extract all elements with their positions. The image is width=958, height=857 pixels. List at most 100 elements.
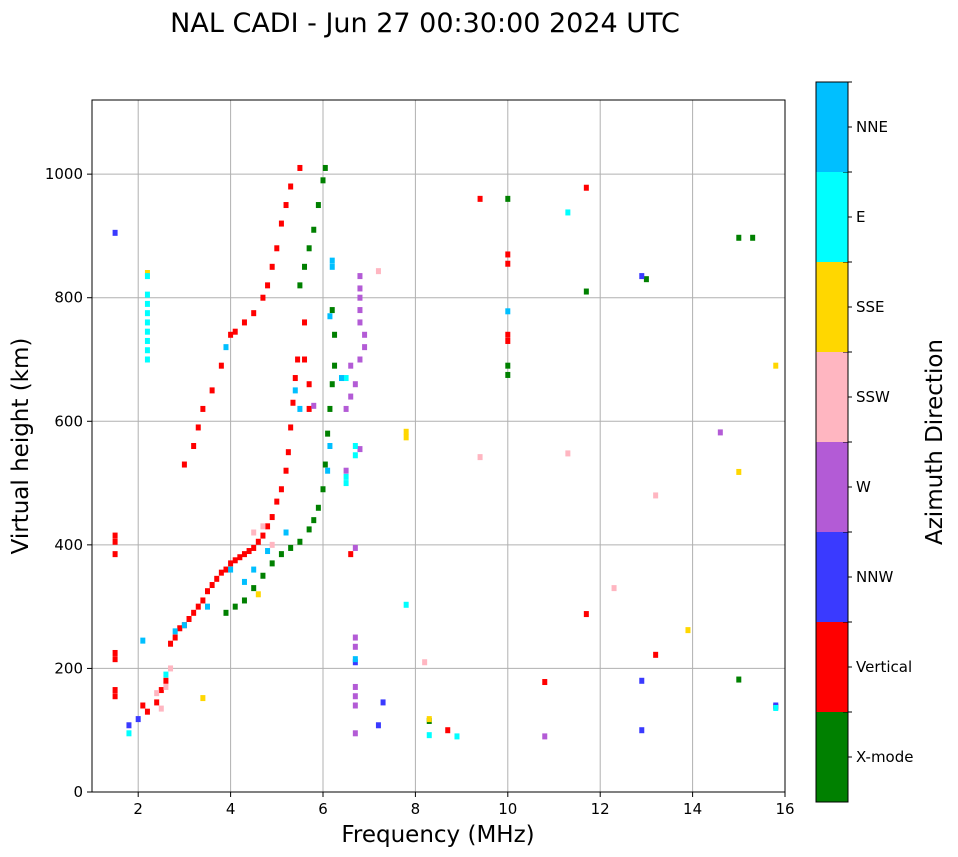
data-point-nnw xyxy=(375,722,381,729)
x-tick-label: 14 xyxy=(683,800,702,818)
data-point-x-mode xyxy=(325,430,331,437)
data-point-x-mode xyxy=(302,263,308,270)
colorbar-tick-label: X-mode xyxy=(856,748,913,766)
data-point-vertical xyxy=(292,375,298,382)
data-point-e xyxy=(144,291,150,298)
data-point-vertical xyxy=(158,687,164,694)
data-point-vertical xyxy=(505,251,511,258)
data-point-w xyxy=(357,356,363,363)
data-point-vertical xyxy=(228,331,234,338)
data-point-ssw xyxy=(168,665,174,672)
data-point-sse xyxy=(403,428,409,435)
data-point-x-mode xyxy=(297,538,303,545)
colorbar-tick-label: SSW xyxy=(856,388,890,406)
data-point-x-mode xyxy=(260,572,266,579)
data-point-sse xyxy=(403,434,409,441)
data-point-sse xyxy=(773,362,779,369)
data-point-nne xyxy=(205,603,210,610)
colorbar-segment xyxy=(816,172,848,262)
data-point-vertical xyxy=(302,356,308,363)
data-point-vertical xyxy=(241,551,247,558)
data-point-x-mode xyxy=(736,676,742,683)
colorbar-tick-label: W xyxy=(856,478,871,496)
data-point-x-mode xyxy=(329,381,335,388)
data-point-vertical xyxy=(223,566,229,573)
data-point-vertical xyxy=(112,649,118,656)
data-point-vertical xyxy=(218,362,224,369)
data-point-nne xyxy=(505,308,511,315)
data-point-vertical xyxy=(290,399,296,406)
data-point-nnw xyxy=(135,716,141,723)
x-tick-label: 6 xyxy=(318,800,328,818)
data-point-e xyxy=(403,601,409,608)
colorbar-segment xyxy=(816,532,848,622)
x-axis-ticks: 2 4 6 8 10 12 14 16 xyxy=(133,792,795,818)
data-point-vertical xyxy=(112,656,118,663)
data-point-x-mode xyxy=(251,585,257,592)
data-point-vertical xyxy=(306,405,312,412)
data-point-w xyxy=(343,405,349,412)
data-point-vertical xyxy=(348,551,354,558)
data-point-w xyxy=(352,544,358,551)
data-point-w xyxy=(311,402,317,409)
data-point-vertical xyxy=(186,616,192,622)
data-point-vertical xyxy=(195,424,201,431)
y-tick-label: 400 xyxy=(54,536,83,554)
data-point-vertical xyxy=(140,702,146,709)
colorbar-segment xyxy=(816,82,848,172)
data-point-x-mode xyxy=(320,486,326,493)
colorbar-tick-label: SSE xyxy=(856,298,885,316)
data-point-e xyxy=(343,375,349,382)
data-point-nne xyxy=(327,313,333,320)
data-point-nnw xyxy=(126,722,132,729)
colorbar-tick-label: NNW xyxy=(856,568,893,586)
data-point-ssw xyxy=(158,705,164,712)
data-point-vertical xyxy=(177,625,183,632)
data-point-e xyxy=(343,473,349,480)
data-point-x-mode xyxy=(269,560,275,567)
y-axis-ticks: 0 200 400 600 800 1000 xyxy=(45,165,92,801)
data-point-x-mode xyxy=(306,526,312,533)
data-point-vertical xyxy=(205,588,210,595)
data-point-vertical xyxy=(306,381,312,388)
data-point-nnw xyxy=(352,659,358,666)
data-point-w xyxy=(352,693,358,700)
data-point-x-mode xyxy=(322,461,328,468)
data-point-nne xyxy=(352,656,358,663)
data-point-nnw xyxy=(380,699,386,706)
data-point-vertical xyxy=(477,195,483,202)
colorbar-segment xyxy=(816,712,848,802)
data-point-e xyxy=(126,730,132,737)
data-point-vertical xyxy=(191,443,197,449)
data-point-nnw xyxy=(639,677,645,684)
data-point-sse xyxy=(144,270,150,276)
data-point-vertical xyxy=(112,687,118,694)
data-point-ssw xyxy=(251,529,257,536)
data-point-x-mode xyxy=(315,202,321,209)
data-point-nne xyxy=(327,443,333,449)
data-point-vertical xyxy=(200,597,206,604)
data-point-vertical xyxy=(209,387,215,394)
data-point-vertical xyxy=(274,498,280,505)
data-point-x-mode xyxy=(750,234,756,241)
y-tick-label: 200 xyxy=(54,659,83,677)
data-point-w xyxy=(348,393,354,400)
data-point-w xyxy=(352,683,358,690)
data-point-w xyxy=(357,446,363,453)
data-point-vertical xyxy=(288,424,294,431)
data-point-vertical xyxy=(274,245,280,252)
data-point-nne xyxy=(228,566,234,573)
data-point-e xyxy=(352,443,358,449)
data-point-e xyxy=(144,347,150,354)
data-point-vertical xyxy=(445,727,451,734)
data-point-vertical xyxy=(295,356,301,363)
data-point-e xyxy=(773,704,779,711)
data-point-nne xyxy=(181,622,187,629)
data-point-vertical xyxy=(195,603,201,610)
data-point-vertical xyxy=(154,699,160,706)
data-point-x-mode xyxy=(643,276,649,283)
data-point-w xyxy=(343,467,349,474)
data-point-x-mode xyxy=(320,177,326,184)
x-tick-label: 2 xyxy=(133,800,143,818)
data-point-vertical xyxy=(200,405,206,412)
